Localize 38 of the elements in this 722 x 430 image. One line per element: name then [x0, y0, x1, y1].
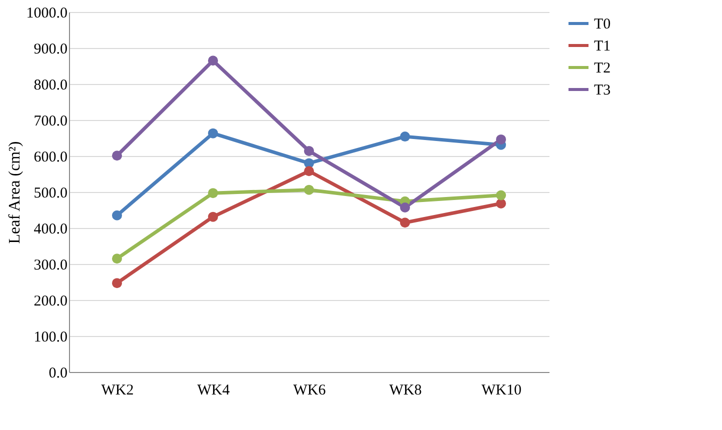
point	[112, 278, 122, 288]
y-tick-label: 400.0	[34, 222, 68, 238]
point	[112, 150, 122, 161]
point	[112, 254, 122, 264]
y-tick-label: 600.0	[34, 150, 68, 166]
y-tick-label: 500.0	[34, 186, 68, 202]
y-tick-label: 0.0	[48, 366, 68, 382]
y-tick-label: 900.0	[34, 42, 68, 58]
point	[496, 190, 506, 200]
point	[496, 134, 506, 144]
point	[208, 212, 218, 222]
x-tick-label: WK4	[197, 382, 230, 398]
y-tick-label: 100.0	[34, 330, 68, 346]
point	[400, 202, 410, 212]
y-tick-label: 200.0	[34, 294, 68, 310]
y-tick-label: 800.0	[34, 78, 68, 94]
x-tick-label: WK6	[293, 382, 326, 398]
point	[496, 198, 506, 209]
point	[304, 184, 314, 195]
y-tick-label: 1000.0	[26, 6, 68, 22]
point	[304, 166, 314, 176]
y-tick-label: 700.0	[34, 114, 68, 130]
point	[400, 218, 410, 228]
legend-label: T3	[594, 82, 611, 98]
legend-label: T1	[594, 38, 611, 54]
point	[208, 56, 218, 66]
point	[400, 132, 410, 142]
x-tick-label: WK2	[101, 382, 134, 398]
x-tick-label: WK8	[389, 382, 422, 398]
legend-label: T0	[594, 16, 611, 32]
point	[112, 210, 122, 220]
x-tick-label: WK10	[482, 382, 522, 398]
point	[208, 188, 218, 198]
point	[208, 128, 218, 138]
legend-label: T2	[594, 60, 611, 76]
y-tick-label: 300.0	[34, 258, 68, 274]
point	[304, 146, 314, 156]
y-axis-title: Leaf Area (cm²)	[6, 141, 24, 244]
